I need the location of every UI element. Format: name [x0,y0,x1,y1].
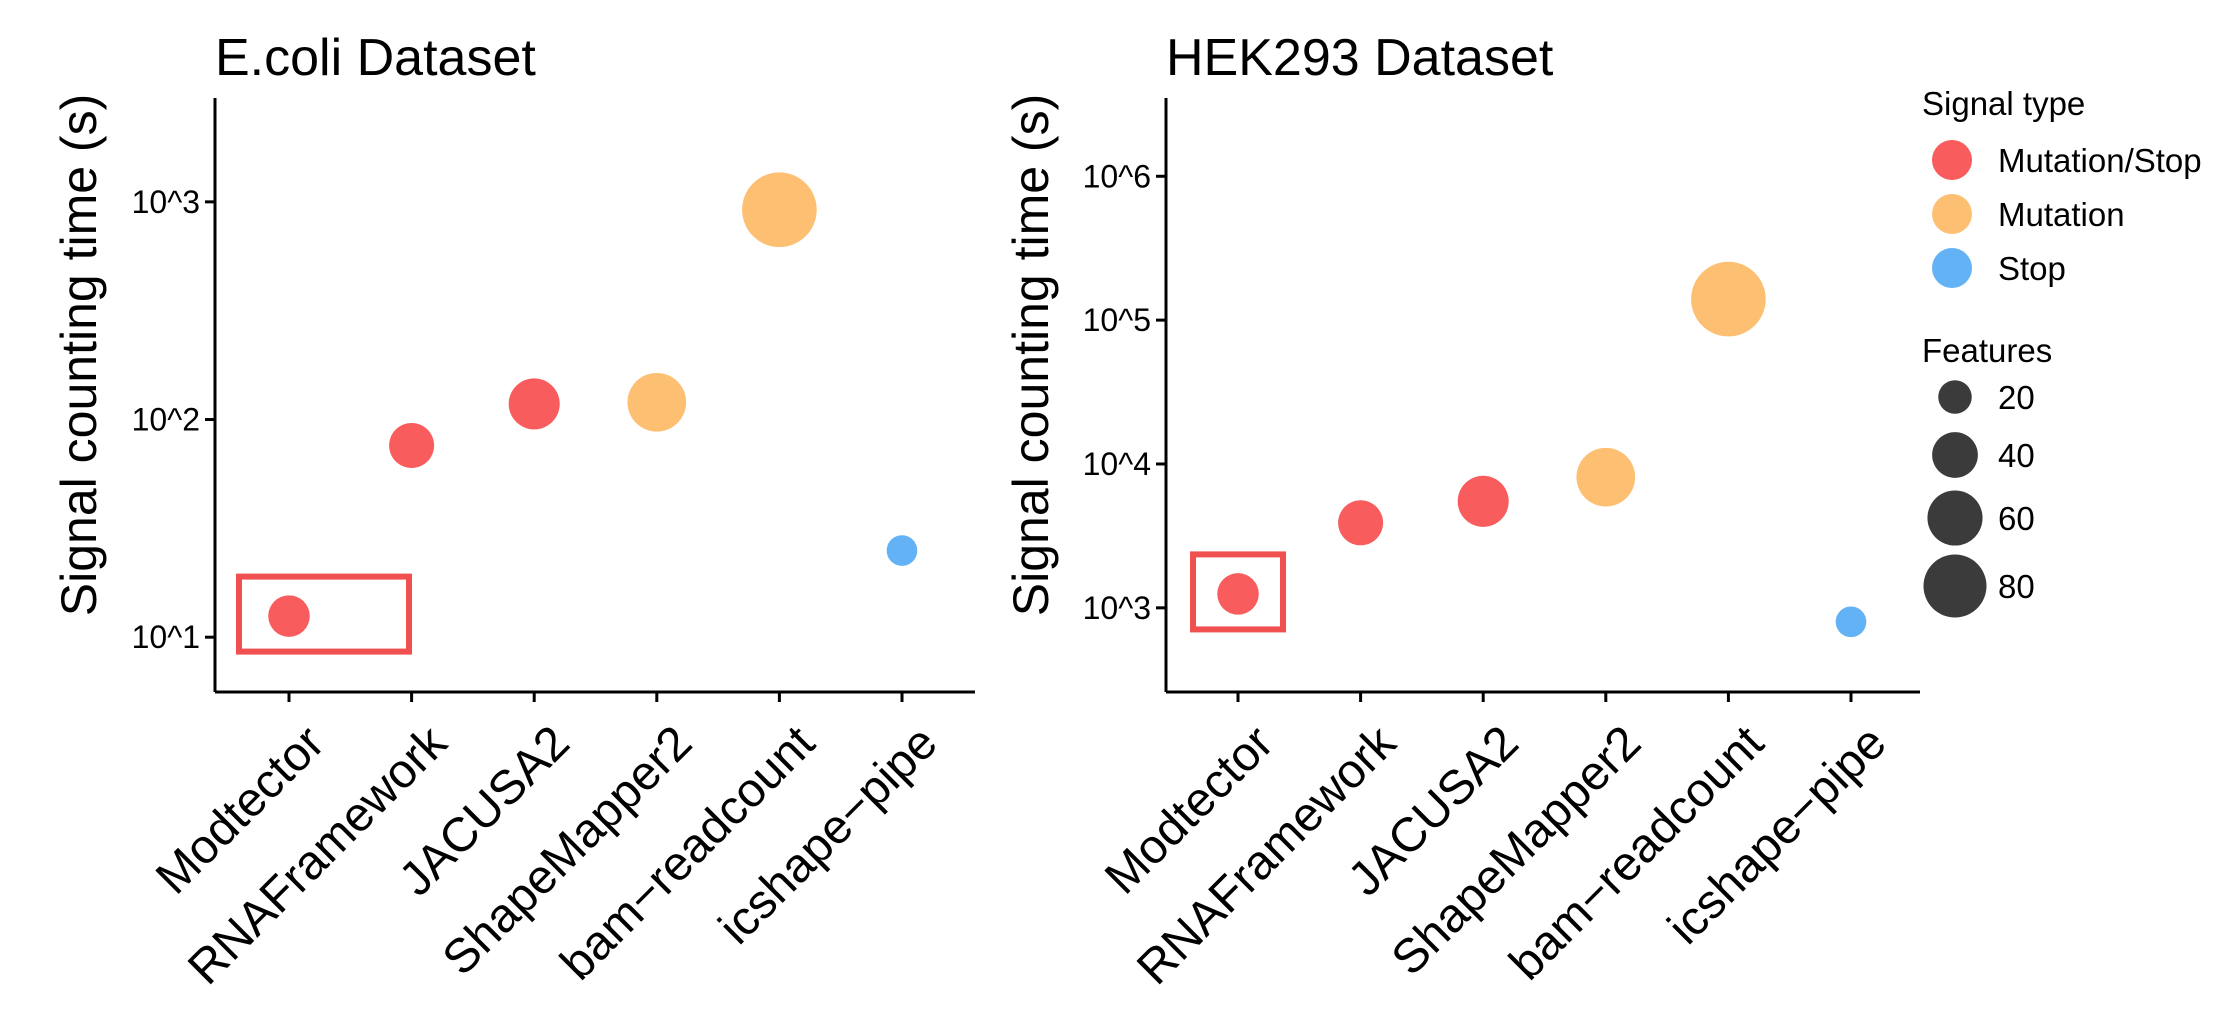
legend-size-label: 40 [1998,437,2035,474]
y-axis-title: Signal counting time (s) [1003,94,1059,616]
data-point-shapemapper2 [1576,447,1636,507]
data-point-bam-readcount [742,172,817,248]
ecoli-panel: E.coli Dataset Signal counting time (s) 10… [51,29,975,995]
data-point-shapemapper2 [627,372,687,432]
y-axis-title: Signal counting time (s) [51,94,107,616]
legend-label: Stop [1998,250,2066,287]
highlight-box [1190,551,1286,633]
legend-title-features: Features [1922,332,2052,369]
legend: Signal type Mutation/Stop Mutation Stop Feat… [1922,85,2202,618]
legend-size-circle [1938,380,1972,414]
panel-title: E.coli Dataset [215,29,536,87]
legend-size-circle [1923,554,1987,618]
legend-swatch [1932,248,1972,288]
legend-size-circle [1932,432,1978,478]
legend-label: Mutation/Stop [1998,142,2202,179]
data-point-modtector [1217,573,1259,615]
legend-swatch [1932,194,1972,234]
y-tick-label: 10^4 [1083,446,1151,482]
y-tick-label: 10^5 [1083,302,1151,338]
legend-title-signal-type: Signal type [1922,85,2085,122]
legend-size-label: 20 [1998,379,2035,416]
highlight-box [236,573,412,655]
legend-size-circle [1927,490,1983,546]
data-point-bam-readcount [1691,261,1766,337]
data-point-icshape-pipe [1835,606,1867,638]
y-tick-label: 10^2 [132,402,200,438]
data-point-rnaframework [1338,500,1384,546]
hek293-panel: HEK293 Dataset Signal counting time (s) 10… [1003,29,1920,995]
y-tick-label: 10^6 [1083,158,1151,194]
x-tick-label: icshape−pipe [709,716,947,954]
y-tick-label: 10^3 [1083,590,1151,626]
data-point-icshape-pipe [886,535,918,566]
legend-size-label: 80 [1998,568,2035,605]
legend-size-label: 60 [1998,500,2035,537]
legend-label: Mutation [1998,196,2125,233]
y-tick-label: 10^3 [132,184,200,220]
legend-swatch [1932,140,1972,180]
data-point-jacusa2 [1457,475,1509,527]
y-tick-label: 10^1 [132,619,200,655]
data-point-rnaframework [389,422,435,468]
data-point-jacusa2 [508,378,560,430]
panel-title: HEK293 Dataset [1166,29,1554,87]
x-tick-label: icshape−pipe [1658,716,1896,954]
data-point-modtector [268,595,310,637]
